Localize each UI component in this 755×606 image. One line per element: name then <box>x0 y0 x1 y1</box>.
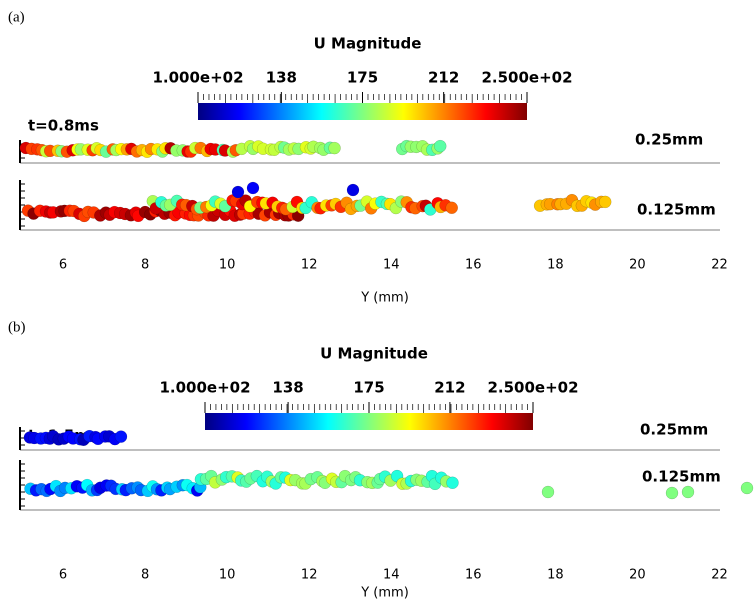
particle <box>446 476 459 490</box>
colorbar <box>198 103 527 120</box>
x-tick-label: 10 <box>219 258 236 273</box>
particle <box>114 430 128 443</box>
colorbar-title: U Magnitude <box>314 35 422 53</box>
x-tick-label: 14 <box>383 258 400 273</box>
colorbar-tick-label: 138 <box>266 69 297 87</box>
x-tick-label: 8 <box>141 258 149 273</box>
particle <box>681 485 695 499</box>
colorbar-tick-label: 175 <box>353 379 384 397</box>
particle <box>246 181 260 195</box>
colorbar-tick-label: 2.500e+02 <box>481 69 572 87</box>
colorbar-tick-label: 175 <box>347 69 378 87</box>
colorbar-tick-label: 212 <box>428 69 459 87</box>
track-label: 0.25mm <box>635 131 703 149</box>
x-axis-label: Y (mm) <box>360 586 409 601</box>
colorbar-tick-label: 138 <box>272 379 303 397</box>
particle <box>740 481 754 495</box>
track-label: 0.125mm <box>637 201 716 219</box>
particle <box>598 195 612 209</box>
x-tick-label: 22 <box>711 258 728 273</box>
x-tick-label: 22 <box>711 568 728 583</box>
colorbar-tick-label: 1.000e+02 <box>152 69 243 87</box>
colorbar-tick-label: 2.500e+02 <box>487 379 578 397</box>
x-tick-label: 8 <box>141 568 149 583</box>
particle <box>231 185 245 199</box>
x-tick-label: 16 <box>465 258 482 273</box>
particle <box>541 485 555 499</box>
x-tick-label: 16 <box>465 568 482 583</box>
particle <box>346 183 360 197</box>
particle <box>665 486 679 500</box>
particle <box>328 141 341 155</box>
panel-label: (b) <box>8 319 26 335</box>
track-label: 0.125mm <box>642 468 721 486</box>
x-tick-label: 20 <box>629 568 646 583</box>
x-tick-label: 12 <box>301 258 318 273</box>
time-label: t=0.8ms <box>28 117 99 135</box>
colorbar-title: U Magnitude <box>320 345 428 363</box>
colorbar-tick-label: 212 <box>434 379 465 397</box>
x-tick-label: 12 <box>301 568 318 583</box>
panel: (b) U Magnitude 1.000e+02 138 175 212 2.500e+0… <box>8 319 754 601</box>
x-tick-label: 14 <box>383 568 400 583</box>
colorbar <box>205 413 533 430</box>
x-tick-label: 6 <box>59 258 67 273</box>
track-label: 0.25mm <box>640 421 708 439</box>
panel: (a) U Magnitude 1.000e+02 138 175 212 2.500e+0… <box>8 9 728 305</box>
x-tick-label: 10 <box>219 568 236 583</box>
panel-label: (a) <box>8 9 25 25</box>
x-axis-label: Y (mm) <box>360 291 409 306</box>
x-tick-label: 18 <box>547 568 564 583</box>
x-tick-label: 18 <box>547 258 564 273</box>
colorbar-tick-label: 1.000e+02 <box>159 379 250 397</box>
x-tick-label: 6 <box>59 568 67 583</box>
particle <box>433 139 447 153</box>
particle <box>445 201 458 215</box>
x-tick-label: 20 <box>629 258 646 273</box>
